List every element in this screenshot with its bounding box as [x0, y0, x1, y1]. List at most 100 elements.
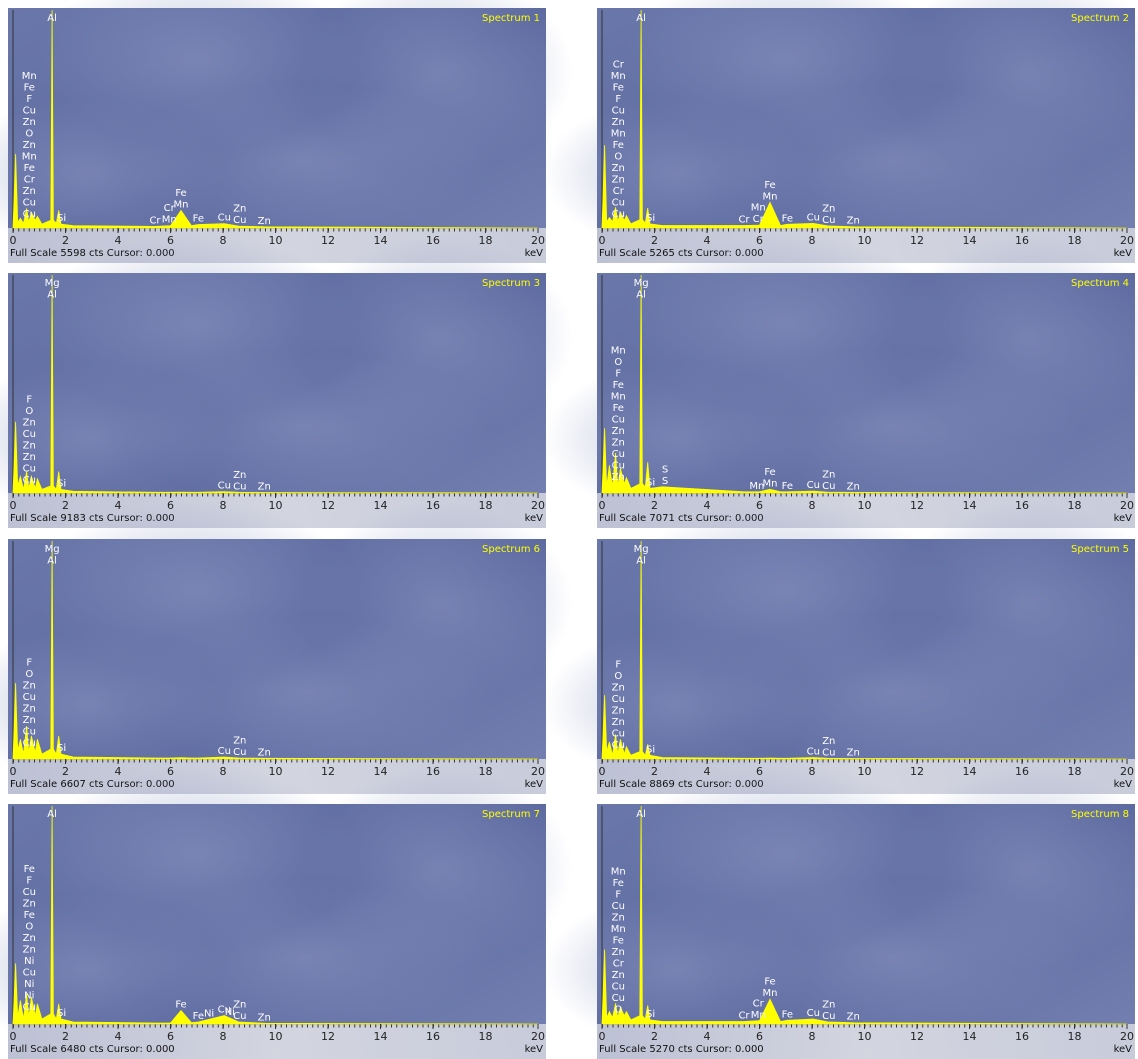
element-label: Mg	[634, 278, 649, 289]
element-label: Ni	[24, 991, 34, 1002]
element-label: Cu	[218, 481, 231, 492]
x-tick-label: 10	[269, 1030, 283, 1043]
element-label: Zn	[612, 913, 625, 924]
element-label: Zn	[847, 481, 860, 492]
x-tick-label: 2	[62, 1030, 69, 1043]
element-label: Mn	[749, 481, 764, 492]
element-label: Cu	[822, 1011, 835, 1022]
element-label: Cu	[218, 1005, 231, 1016]
element-label: O	[25, 129, 33, 140]
element-label: Fe	[764, 467, 775, 478]
spectrum-area	[12, 540, 539, 760]
chart-title: Spectrum 6	[482, 544, 540, 555]
axis-strip	[597, 1024, 1135, 1059]
element-label: Al	[636, 809, 646, 820]
element-label: Ni	[204, 1008, 214, 1019]
element-label: Zn	[233, 1000, 246, 1011]
element-label: Mn	[611, 867, 626, 878]
element-label: Zn	[23, 933, 36, 944]
element-label: Cu	[23, 475, 36, 486]
element-label: Al	[47, 809, 57, 820]
element-label: Zn	[822, 470, 835, 481]
element-label: Si	[646, 1009, 655, 1020]
spectrum-area	[601, 9, 1128, 229]
element-label: Zn	[233, 204, 246, 215]
element-label: Cu	[218, 213, 231, 224]
element-label: Zn	[23, 715, 36, 726]
element-label: Mg	[634, 544, 649, 555]
element-label: Cr	[149, 215, 161, 226]
background-blob	[0, 97, 224, 251]
chart-title: Spectrum 8	[1071, 809, 1129, 820]
x-tick-label: 2	[62, 499, 69, 512]
element-label: Ni	[225, 1007, 235, 1018]
element-label: Al	[47, 290, 57, 301]
element-label: Fe	[613, 140, 624, 151]
element-label: Zn	[822, 736, 835, 747]
element-label: O	[614, 671, 622, 682]
element-label: Cu	[822, 481, 835, 492]
element-label: Si	[646, 477, 655, 488]
element-label: Cr	[753, 214, 765, 225]
footer: Full Scale 5598 cts Cursor: 0.000	[10, 248, 175, 259]
element-label: Zn	[23, 140, 36, 151]
x-tick-label: 10	[858, 234, 872, 247]
element-label: Fe	[193, 1011, 204, 1022]
footer: Full Scale 6480 cts Cursor: 0.000	[10, 1044, 175, 1055]
element-label: Cr	[613, 959, 625, 970]
element-label: Cu	[612, 449, 625, 460]
element-label: Cu	[233, 1011, 246, 1022]
element-label: Fe	[764, 180, 775, 191]
element-label: Zn	[612, 163, 625, 174]
element-label: O	[25, 406, 33, 417]
spectrum-area	[601, 540, 1128, 760]
element-label: Fe	[613, 82, 624, 93]
x-tick-label: 2	[651, 765, 658, 778]
element-label: F	[26, 658, 32, 669]
element-label: Cr	[613, 186, 625, 197]
spectrum-area	[601, 274, 1128, 494]
x-tick-label: 4	[115, 234, 122, 247]
element-label: Zn	[23, 945, 36, 956]
x-tick-label: 18	[1068, 1030, 1082, 1043]
x-axis-label: keV	[525, 248, 544, 259]
chart-title: Spectrum 1	[482, 13, 540, 24]
background-blob	[0, 362, 224, 516]
x-tick-label: 6	[756, 1030, 763, 1043]
element-label: Zn	[23, 186, 36, 197]
element-label: Zn	[23, 704, 36, 715]
element-label: Fe	[24, 864, 35, 875]
element-label: Cu	[612, 415, 625, 426]
element-label: F	[26, 394, 32, 405]
element-label: Cu	[23, 968, 36, 979]
background-blob	[543, 893, 813, 1047]
element-label: Cu	[612, 993, 625, 1004]
x-tick-label: 0	[599, 234, 606, 247]
x-tick-label: 20	[531, 499, 545, 512]
element-label: Si	[57, 213, 66, 224]
x-tick-label: 20	[1120, 499, 1134, 512]
x-tick-label: 10	[858, 1030, 872, 1043]
x-tick-label: 8	[809, 1030, 816, 1043]
footer: Full Scale 5270 cts Cursor: 0.000	[599, 1044, 764, 1055]
x-tick-label: 12	[321, 1030, 335, 1043]
element-label: Cu	[233, 215, 246, 226]
element-label: Fe	[193, 213, 204, 224]
element-label: Cu	[612, 729, 625, 740]
x-tick-label: 14	[963, 499, 977, 512]
element-label: Mn	[763, 988, 778, 999]
element-label: Zn	[258, 1012, 271, 1023]
chart-title: Spectrum 4	[1071, 278, 1129, 289]
element-label: Mn	[611, 392, 626, 403]
element-label: Mn	[174, 199, 189, 210]
element-label: Mn	[22, 152, 37, 163]
element-label: Zn	[258, 482, 271, 493]
element-label: Cu	[612, 461, 625, 472]
element-label: Fe	[764, 977, 775, 988]
x-tick-label: 0	[10, 765, 17, 778]
element-label: F	[615, 369, 621, 380]
element-label: Mg	[45, 278, 60, 289]
